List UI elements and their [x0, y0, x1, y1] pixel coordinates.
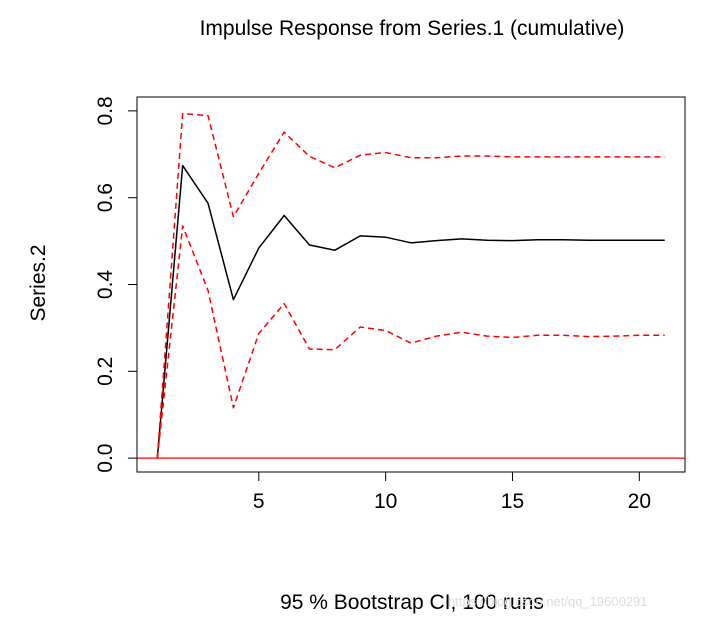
series-line-estimate — [156, 164, 665, 459]
x-tick-label-20: 20 — [628, 490, 651, 513]
x-tick-label-5: 5 — [253, 490, 265, 513]
y-axis-label: Series.2 — [27, 244, 50, 321]
y-tick-label-0.4: 0.4 — [94, 270, 117, 300]
y-tick-label-0.8: 0.8 — [94, 96, 117, 125]
x-tick-label-15: 15 — [501, 490, 524, 513]
y-tick-label-0: 0.0 — [94, 444, 117, 473]
y-tick-label-0.2: 0.2 — [94, 357, 117, 386]
plot-frame — [136, 96, 686, 473]
x-axis-label: 95 % Bootstrap CI, 100 runs — [280, 591, 544, 614]
y-tick-label-0.6: 0.6 — [94, 183, 117, 212]
watermark-text: https://blog.csdn.net/qq_19600291 — [448, 594, 648, 609]
series-line-upper — [156, 112, 665, 459]
chart-title: Impulse Response from Series.1 (cumulati… — [200, 17, 625, 40]
series-line-lower — [156, 225, 665, 459]
x-tick-label-10: 10 — [374, 490, 397, 513]
